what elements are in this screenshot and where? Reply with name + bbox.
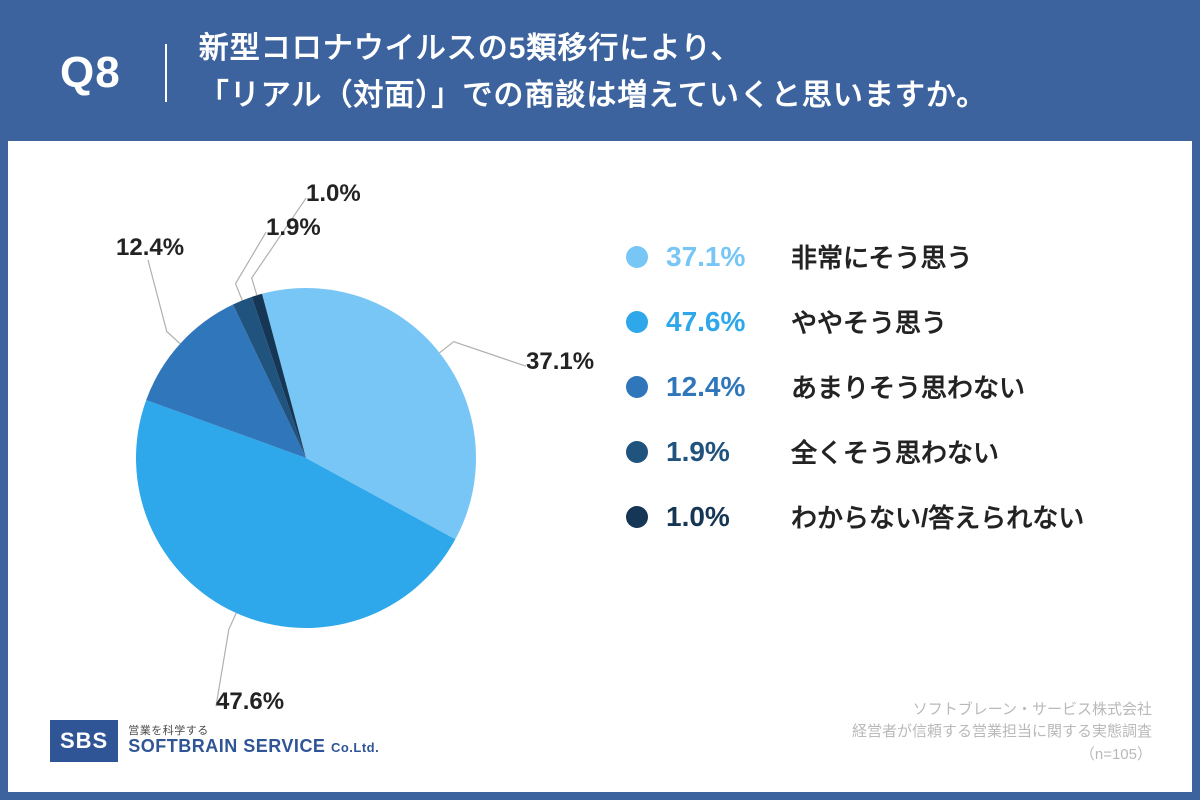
legend-label: わからない/答えられない (791, 498, 1084, 535)
question-line-1: 新型コロナウイルスの5類移行により、 (199, 26, 988, 73)
leader-line (236, 232, 266, 300)
pie-label: 1.0% (306, 180, 361, 208)
legend-label: 全くそう思わない (791, 433, 999, 470)
legend-dot-icon (626, 246, 648, 268)
logo-box: SBS (50, 720, 118, 762)
credits: ソフトブレーン・サービス株式会社 経営者が信頼する営業担当に関する実態調査 （n… (852, 699, 1152, 767)
pie-label: 1.9% (266, 214, 321, 242)
logo-main: SOFTBRAIN SERVICE Co.Ltd. (128, 737, 379, 757)
legend-label: 非常にそう思う (791, 238, 972, 275)
question-header: Q8 新型コロナウイルスの5類移行により、 「リアル（対面）」での商談は増えてい… (8, 8, 1192, 141)
pie-chart: 37.1%47.6%12.4%1.9%1.0% (26, 158, 586, 758)
legend-percent: 1.0% (666, 501, 791, 533)
footer: SBS 営業を科学する SOFTBRAIN SERVICE Co.Ltd. ソフ… (26, 704, 1174, 774)
legend-label: あまりそう思わない (791, 368, 1025, 405)
leader-line (148, 260, 180, 344)
chart-frame: Q8 新型コロナウイルスの5類移行により、 「リアル（対面）」での商談は増えてい… (0, 0, 1200, 800)
credit-line-2: 経営者が信頼する営業担当に関する実態調査 (852, 721, 1152, 744)
legend-item: 37.1%非常にそう思う (626, 238, 1166, 275)
credit-line-1: ソフトブレーン・サービス株式会社 (852, 699, 1152, 722)
question-text: 新型コロナウイルスの5類移行により、 「リアル（対面）」での商談は増えていくと思… (199, 26, 988, 119)
legend-dot-icon (626, 311, 648, 333)
leader-line (440, 342, 526, 367)
legend-percent: 37.1% (666, 241, 791, 273)
pie-label: 12.4% (116, 234, 184, 262)
legend-dot-icon (626, 376, 648, 398)
leader-lines (26, 158, 586, 758)
legend-item: 1.9%全くそう思わない (626, 433, 1166, 470)
legend-dot-icon (626, 506, 648, 528)
company-logo: SBS 営業を科学する SOFTBRAIN SERVICE Co.Ltd. (50, 720, 379, 762)
legend-percent: 47.6% (666, 306, 791, 338)
legend-dot-icon (626, 441, 648, 463)
legend-item: 47.6%ややそう思う (626, 303, 1166, 340)
legend: 37.1%非常にそう思う47.6%ややそう思う12.4%あまりそう思わない1.9… (626, 238, 1166, 563)
legend-item: 1.0%わからない/答えられない (626, 498, 1166, 535)
legend-percent: 1.9% (666, 436, 791, 468)
chart-body: 37.1%47.6%12.4%1.9%1.0% 37.1%非常にそう思う47.6… (26, 158, 1174, 774)
logo-text: 営業を科学する SOFTBRAIN SERVICE Co.Ltd. (128, 725, 379, 757)
pie-label: 37.1% (526, 348, 594, 376)
legend-percent: 12.4% (666, 371, 791, 403)
leader-line (252, 198, 306, 295)
question-line-2: 「リアル（対面）」での商談は増えていくと思いますか。 (199, 73, 988, 120)
legend-label: ややそう思う (791, 303, 947, 340)
question-number: Q8 (38, 44, 167, 102)
legend-item: 12.4%あまりそう思わない (626, 368, 1166, 405)
credit-line-3: （n=105） (852, 744, 1152, 767)
